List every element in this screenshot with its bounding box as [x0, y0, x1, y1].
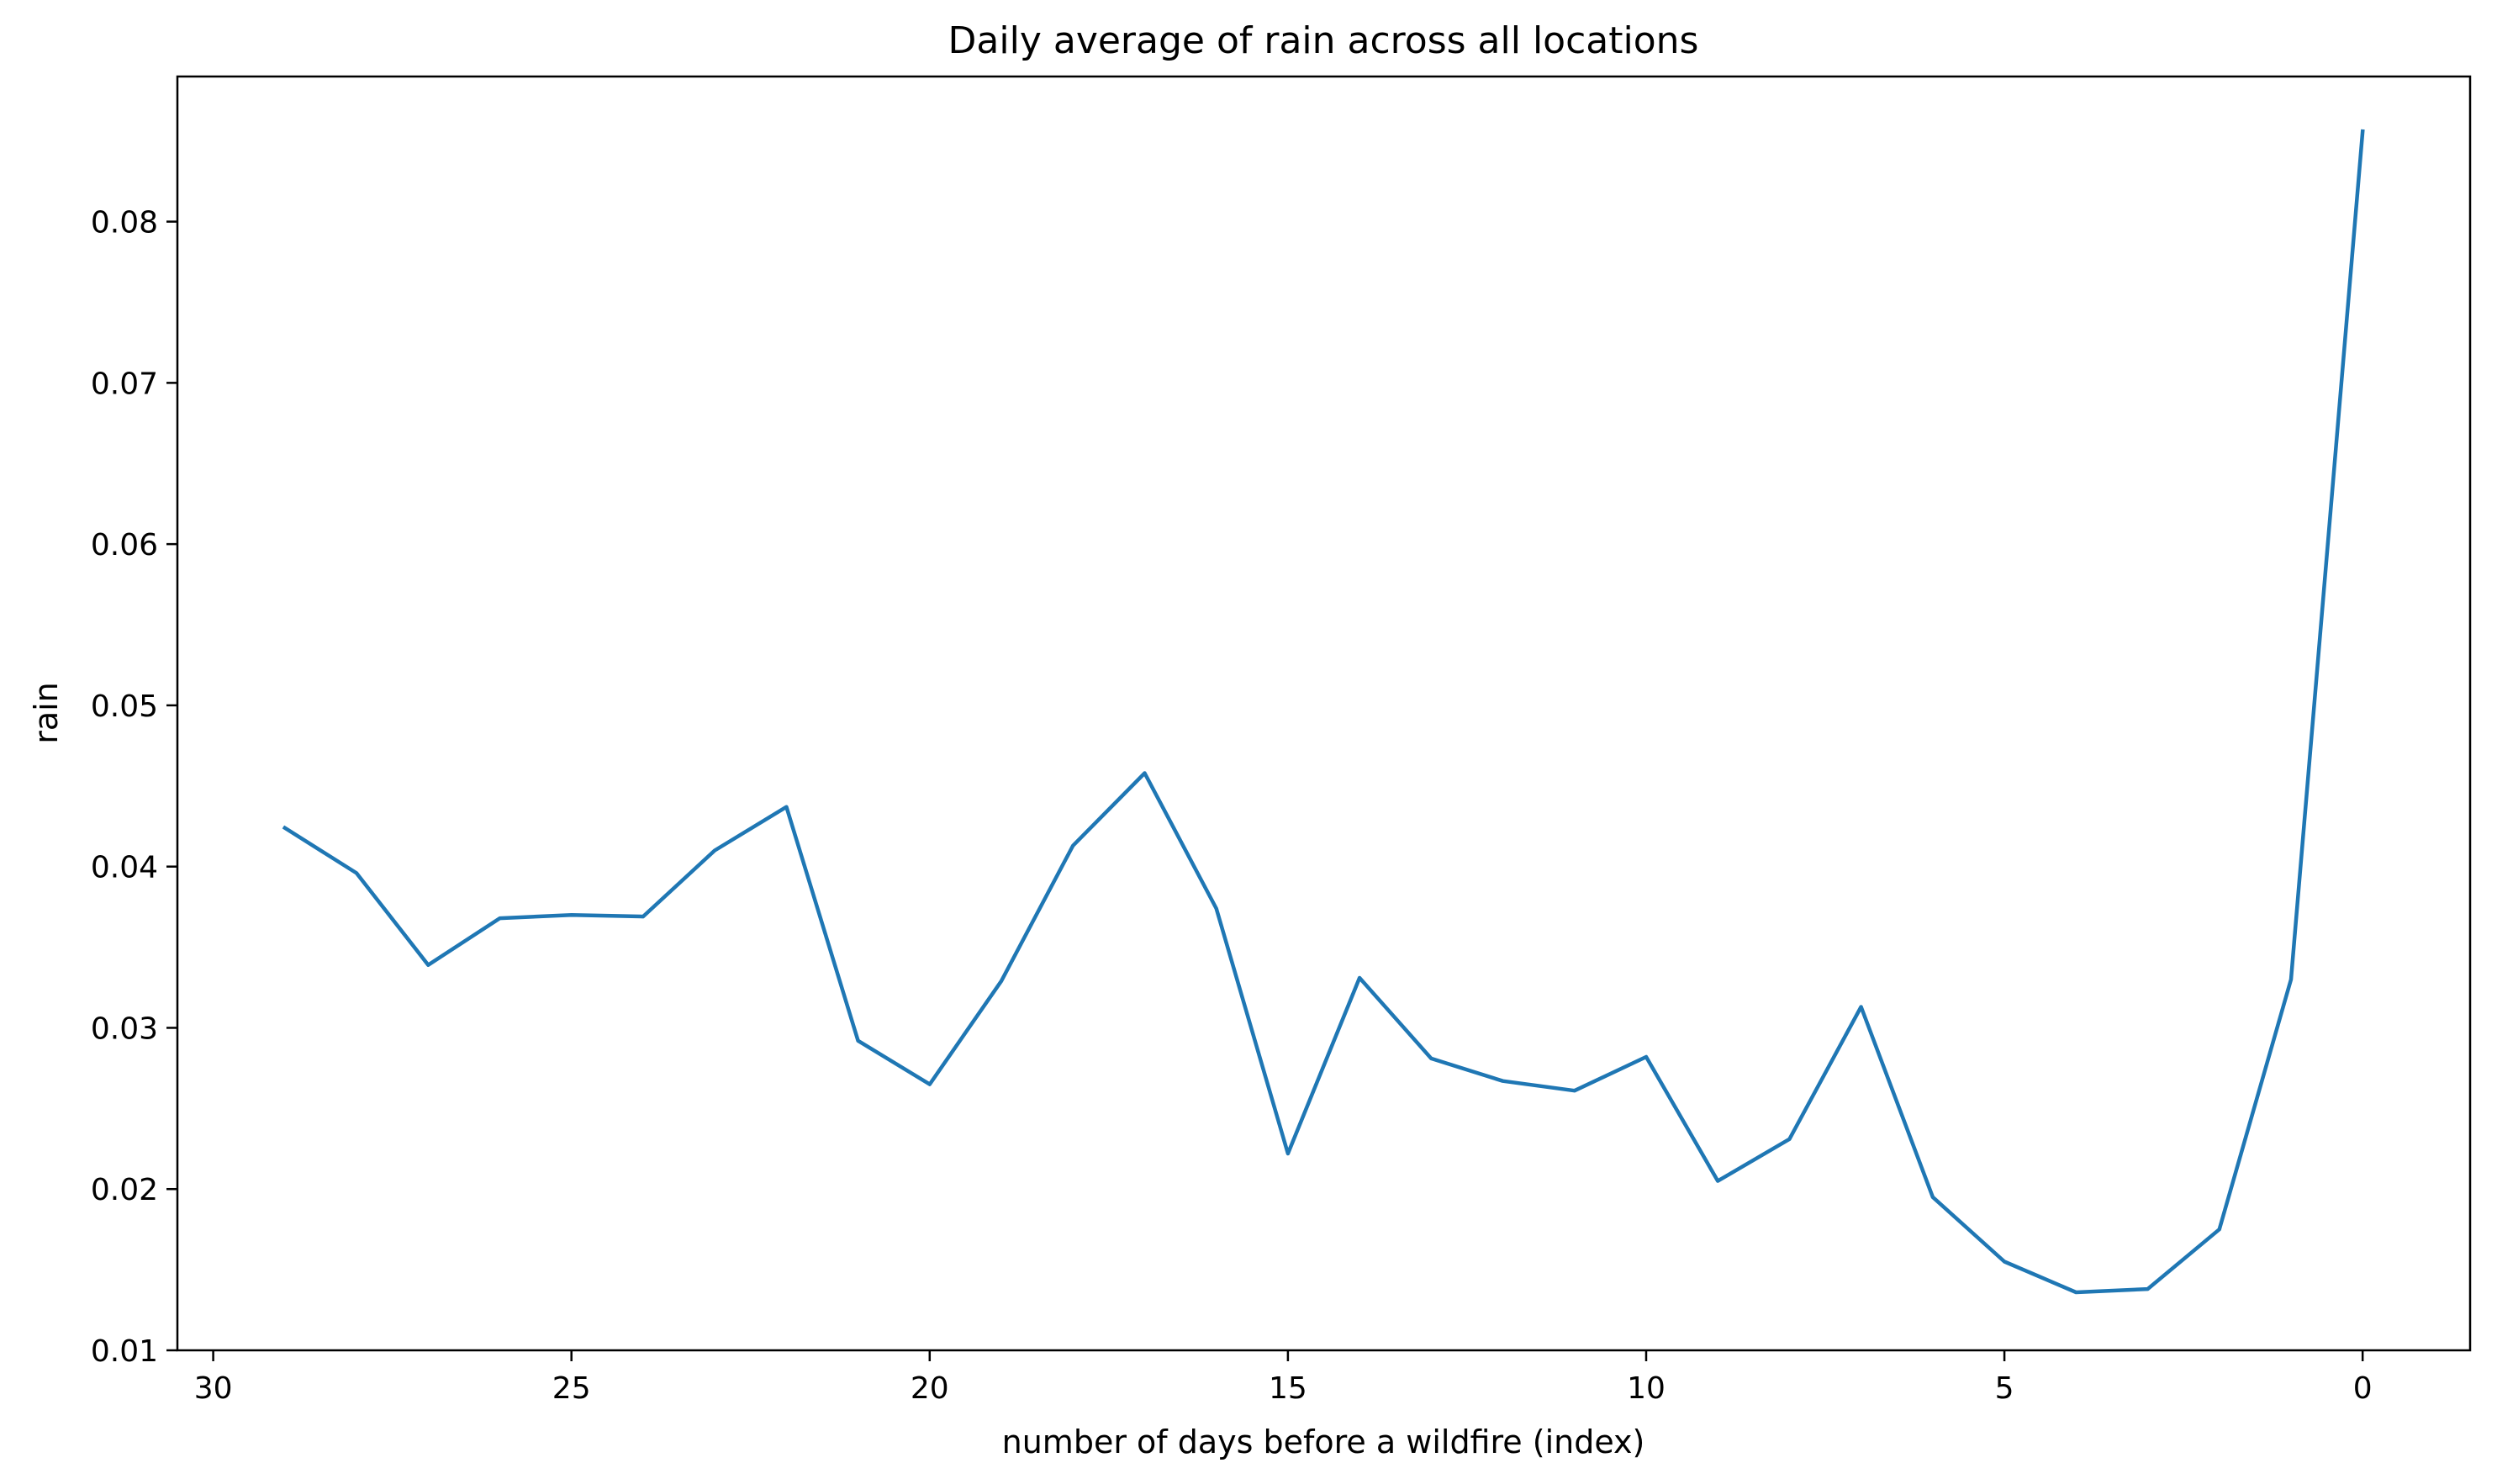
y-axis: 0.01 0.02 0.03 0.04 0.05 0.06 0.07 0.08	[91, 206, 177, 1369]
plot-frame	[176, 75, 2472, 1352]
y-tick-label-1: 0.02	[91, 1173, 158, 1207]
x-tick-label-4: 10	[1627, 1371, 1666, 1406]
x-axis-label: number of days before a wildfire (index)	[1002, 1423, 1645, 1460]
y-axis-label: rain	[28, 682, 65, 744]
x-tick-label-3: 15	[1269, 1371, 1307, 1406]
y-tick-label-0: 0.01	[91, 1334, 158, 1369]
x-tick-label-5: 5	[1995, 1371, 2014, 1406]
x-axis: 30 25 20 15 10 5 0	[194, 1350, 2373, 1406]
series-layer	[282, 129, 2365, 1295]
x-tick-label-1: 25	[552, 1371, 591, 1406]
chart-title: Daily average of rain across all locatio…	[948, 19, 1699, 62]
y-tick-label-4: 0.05	[91, 689, 158, 724]
y-tick-label-3: 0.04	[91, 851, 158, 885]
y-tick-label-7: 0.08	[91, 206, 158, 240]
x-tick-label-0: 30	[194, 1371, 233, 1406]
y-tick-label-5: 0.06	[91, 528, 158, 562]
x-tick-label-6: 0	[2353, 1371, 2373, 1406]
y-tick-label-6: 0.07	[91, 367, 158, 401]
series-line-0	[282, 129, 2365, 1295]
x-tick-label-2: 20	[911, 1371, 949, 1406]
y-tick-label-2: 0.03	[91, 1011, 158, 1046]
